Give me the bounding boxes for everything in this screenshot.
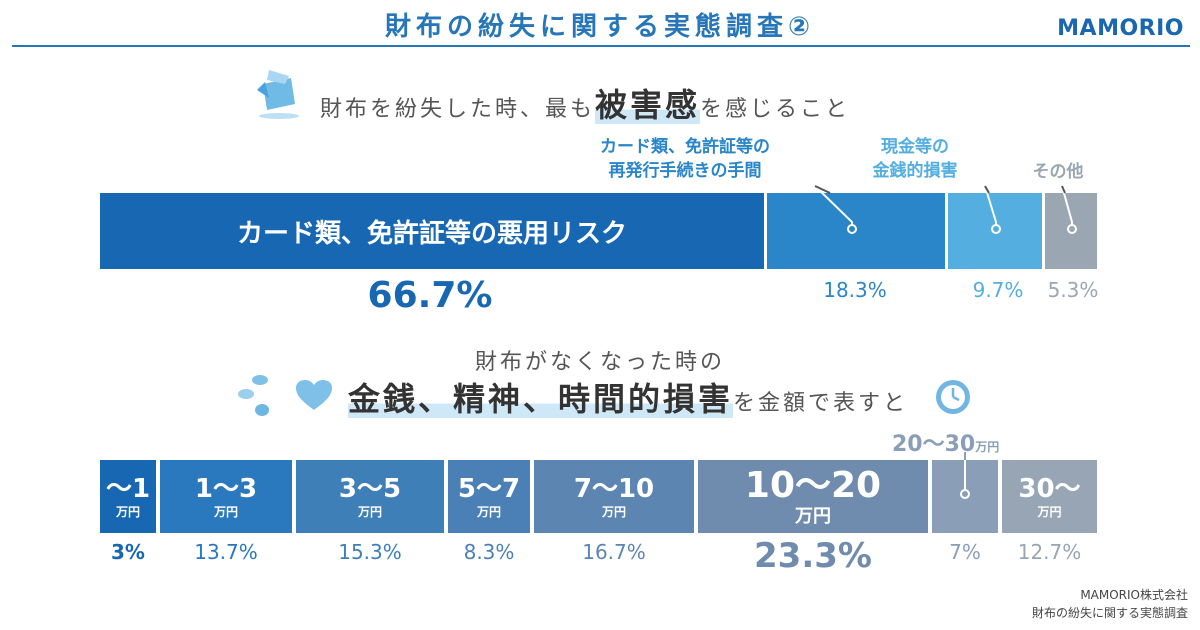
bar-segment-misuse-risk: カード類、免許証等の悪用リスク <box>100 193 764 269</box>
callout-20-30-unit: 万円 <box>975 440 1000 454</box>
section1-heading-post: を感じること <box>700 97 851 122</box>
caption-cash-loss-line1: 現金等の <box>881 137 949 157</box>
caption-cash-loss-line2: 金銭的損害 <box>872 161 958 181</box>
bar2-pct-3: 8.3% <box>463 540 515 564</box>
bar2-seg-5: 10〜20 万円 <box>698 460 928 533</box>
bar2-pct-1: 13.7% <box>194 540 258 564</box>
callout-20-30: 20〜30万円 <box>892 426 999 458</box>
bar2-range-5: 10〜20 <box>744 464 882 506</box>
bar2-seg-2: 3〜5 万円 <box>296 460 444 533</box>
bar2-pct-2: 15.3% <box>338 540 402 564</box>
pct-reissue: 18.3% <box>823 278 887 302</box>
caption-other: その他 <box>1008 160 1108 184</box>
bar2-unit-4: 万円 <box>601 504 626 519</box>
coins-icon <box>236 370 276 424</box>
bar2-pct-7: 12.7% <box>1017 540 1082 564</box>
heart-icon <box>296 380 332 416</box>
title-divider <box>12 45 1190 47</box>
bar2-range-3: 5〜7 <box>457 473 521 504</box>
caption-reissue-line1: カード類、免許証等の <box>600 137 770 157</box>
bar2-seg-7: 30〜 万円 <box>1002 460 1097 533</box>
caption-reissue-line2: 再発行手続きの手間 <box>608 161 762 181</box>
bar2-pct-5: 23.3% <box>754 536 872 576</box>
brand-logo: MAMORIO <box>1057 16 1184 41</box>
bar2-range-4: 7〜10 <box>573 473 655 504</box>
bar2-range-2: 3〜5 <box>338 473 402 504</box>
wallet-icon <box>255 68 305 124</box>
bar2-range-7: 30〜 <box>1018 473 1081 504</box>
section1-heading-pre: 財布を紛失した時、最も <box>320 97 596 122</box>
callout-20-30-range: 20〜30 <box>892 432 976 457</box>
bar2-pct-4: 16.7% <box>582 540 646 564</box>
caption-reissue: カード類、免許証等の 再発行手続きの手間 <box>555 135 815 183</box>
footer-source: 財布の紛失に関する実態調査 <box>1031 606 1188 620</box>
bar2-seg-4: 7〜10 万円 <box>534 460 694 533</box>
page-title: 財布の紛失に関する実態調査② <box>384 12 815 42</box>
section1-heading-emphasis: 被害感 <box>595 86 701 124</box>
pct-misuse-risk: 66.7% <box>367 275 493 316</box>
pct-other: 5.3% <box>1047 278 1099 302</box>
bar2-pct-0: 3% <box>111 540 145 564</box>
section2-heading: 金銭、精神、時間的損害を金額で表すと <box>348 374 908 420</box>
bar2-unit-3: 万円 <box>476 504 501 519</box>
bar2-seg-3: 5〜7 万円 <box>448 460 530 533</box>
bar2-range-0: 〜1 <box>105 473 151 504</box>
pct-cash-loss: 9.7% <box>972 278 1024 302</box>
footer-company: MAMORIO株式会社 <box>1080 588 1188 602</box>
bar2-range-1: 1〜3 <box>194 473 258 504</box>
bar2-unit-7: 万円 <box>1037 504 1062 519</box>
bar2-pct-6: 7% <box>949 540 981 564</box>
bar2-unit-0: 万円 <box>115 504 140 519</box>
clock-icon <box>934 378 972 420</box>
section2-heading-emphasis: 金銭、精神、時間的損害 <box>348 380 734 418</box>
bar2-seg-1: 1〜3 万円 <box>160 460 292 533</box>
bar-label-misuse-risk: カード類、免許証等の悪用リスク <box>236 218 627 249</box>
section2-heading-line1: 財布がなくなった時の <box>474 350 725 375</box>
bar2-unit-2: 万円 <box>357 504 382 519</box>
callout-20-30-leader <box>960 452 970 499</box>
section1-heading: 財布を紛失した時、最も被害感を感じること <box>320 80 850 126</box>
bar2-unit-1: 万円 <box>213 504 238 519</box>
caption-other-line1: その他 <box>1032 162 1084 182</box>
bar2-seg-0: 〜1 万円 <box>100 460 156 533</box>
section2-heading-post: を金額で表すと <box>733 391 909 416</box>
caption-cash-loss: 現金等の 金銭的損害 <box>840 135 990 183</box>
bar2-unit-5: 万円 <box>795 505 831 527</box>
